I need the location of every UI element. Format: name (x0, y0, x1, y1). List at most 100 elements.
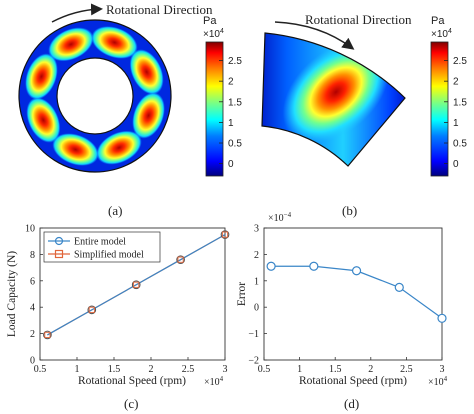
colorbar-a-ticks: 2.5 2 1.5 1 0.5 0 (219, 56, 242, 170)
plot-d-y-multiplier: ×10−4 (268, 211, 292, 224)
colorbar-tick-label: 0 (228, 159, 234, 170)
plot-c-frame (39, 227, 226, 361)
data-point (220, 230, 230, 239)
rotation-arrow-b (274, 21, 355, 50)
colorbar-b-gradient (430, 41, 449, 177)
plot-d-x-multiplier: ×104 (428, 375, 448, 388)
sector-pressure-field (262, 33, 405, 166)
panel-d: ×10−4 0.5 1 1.5 2 2.5 3 3 2 1 0 −1 −2 Rotational Sp… (236, 211, 448, 411)
colorbar-b-ticks: 2.5 2 1.5 1 0.5 0 (444, 56, 467, 170)
panel-d-label: (d) (344, 396, 359, 411)
panel-a: Rotational Direction Pa ×104 2.5 2 1.5 1 0.5… (18, 2, 242, 218)
plot-c-x-multiplier: ×104 (204, 375, 224, 388)
plot-c-legend: Entire model Simplified model (43, 231, 161, 263)
colorbar-a-multiplier: ×104 (203, 28, 224, 40)
data-point (221, 231, 229, 238)
x-tick-label: 0.5 (34, 364, 47, 375)
ring-pressure-peak (129, 49, 164, 95)
plot-c-series (43, 230, 230, 340)
colorbar-tick-label: 2 (228, 77, 234, 88)
colorbar-tick-label: 0 (453, 159, 459, 170)
x-tick-label: 2.5 (400, 364, 413, 375)
legend-label-entire: Entire model (74, 237, 126, 248)
y-tick-label: 3 (254, 224, 259, 235)
ring-pressure-peak (91, 26, 138, 59)
colorbar-a-gradient (205, 41, 224, 177)
colorbar-tick-label: 2.5 (228, 56, 242, 67)
colorbar-tick-label: 1 (228, 118, 234, 129)
plot-d-ylabel: Error (236, 282, 248, 306)
x-tick-label: 2 (149, 364, 154, 375)
x-tick-label: 0.5 (258, 364, 271, 375)
y-tick-label: −1 (248, 329, 259, 340)
colorbar-b-multiplier: ×104 (431, 28, 452, 40)
x-tick-label: 2.5 (182, 364, 195, 375)
ring-pressure-field (18, 20, 171, 172)
plot-d-xlabel: Rotational Speed (rpm) (299, 375, 407, 387)
ring-pressure-peak (52, 133, 99, 166)
ring-pressure-peak (96, 130, 142, 165)
data-point (437, 313, 447, 323)
x-tick-label: 1 (75, 364, 80, 375)
y-tick-label: 0 (30, 356, 35, 367)
panel-a-label: (a) (108, 203, 122, 218)
y-tick-label: 2 (30, 329, 35, 340)
colorbar-tick-label: 2 (453, 77, 459, 88)
plot-d-ticks: 0.5 1 1.5 2 2.5 3 3 2 1 0 −1 −2 (248, 224, 444, 376)
ring-pressure-peak (132, 92, 165, 139)
x-tick-label: 2 (368, 364, 373, 375)
y-tick-label: −2 (248, 356, 259, 367)
ring-pressure-peak (48, 27, 94, 62)
legend-box (43, 231, 161, 263)
rotation-label-a: Rotational Direction (106, 2, 213, 17)
ring-pressure-peaks (25, 26, 165, 166)
y-tick-label: 10 (25, 224, 35, 235)
plot-d-frame (263, 227, 443, 361)
y-tick-label: 4 (30, 303, 35, 314)
sector-pressure-peak (282, 40, 390, 144)
plot-c-xlabel: Rotational Speed (rpm) (78, 375, 186, 387)
data-point (309, 261, 319, 271)
x-tick-label: 3 (440, 364, 445, 375)
colorbar-b-unit: Pa (431, 15, 445, 27)
data-point (88, 306, 95, 313)
x-tick-label: 1 (297, 364, 302, 375)
x-tick-label: 1.5 (329, 364, 342, 375)
plot-c-ticks: 0.5 1 1.5 2 2.5 3 0 2 4 6 8 10 (25, 224, 228, 376)
plot-c-ylabel: Load Capacity (N) (6, 251, 18, 337)
data-point (44, 331, 51, 338)
y-tick-label: 0 (254, 303, 259, 314)
ring-outline (18, 19, 172, 173)
x-tick-label: 3 (223, 364, 228, 375)
panel-b-label: (b) (342, 203, 357, 218)
data-point (43, 330, 52, 340)
panel-b: Rotational Direction Pa ×104 2.5 2 1.5 1 0.5… (261, 12, 467, 218)
colorbar-tick-label: 1.5 (453, 97, 467, 108)
panel-c: 0.5 1 1.5 2 2.5 3 0 2 4 6 8 10 Entire model Simplif… (6, 224, 230, 411)
legend-marker-simplified (54, 249, 64, 259)
ring-pressure-peak (25, 53, 58, 100)
y-tick-label: 6 (30, 276, 35, 287)
rotation-arrow-a (51, 3, 103, 23)
rotation-label-b: Rotational Direction (305, 12, 412, 27)
colorbar-tick-label: 1 (453, 118, 459, 129)
ring-pressure-peak (26, 97, 61, 143)
series-line-entire (47, 234, 226, 336)
x-tick-label: 1.5 (108, 364, 121, 375)
data-point (176, 255, 185, 265)
legend-marker-entire (54, 236, 64, 246)
data-point (131, 280, 141, 290)
y-tick-label: 1 (254, 276, 259, 287)
panel-c-label: (c) (124, 396, 138, 411)
colorbar-a-unit: Pa (203, 15, 217, 27)
colorbar-tick-label: 0.5 (228, 139, 242, 150)
y-tick-label: 8 (30, 250, 35, 261)
data-point (266, 261, 276, 271)
colorbar-tick-label: 1.5 (228, 97, 242, 108)
data-point (133, 281, 140, 288)
data-point (351, 266, 362, 276)
colorbar-b: Pa ×104 2.5 2 1.5 1 0.5 0 (430, 15, 467, 177)
data-point (87, 305, 97, 315)
